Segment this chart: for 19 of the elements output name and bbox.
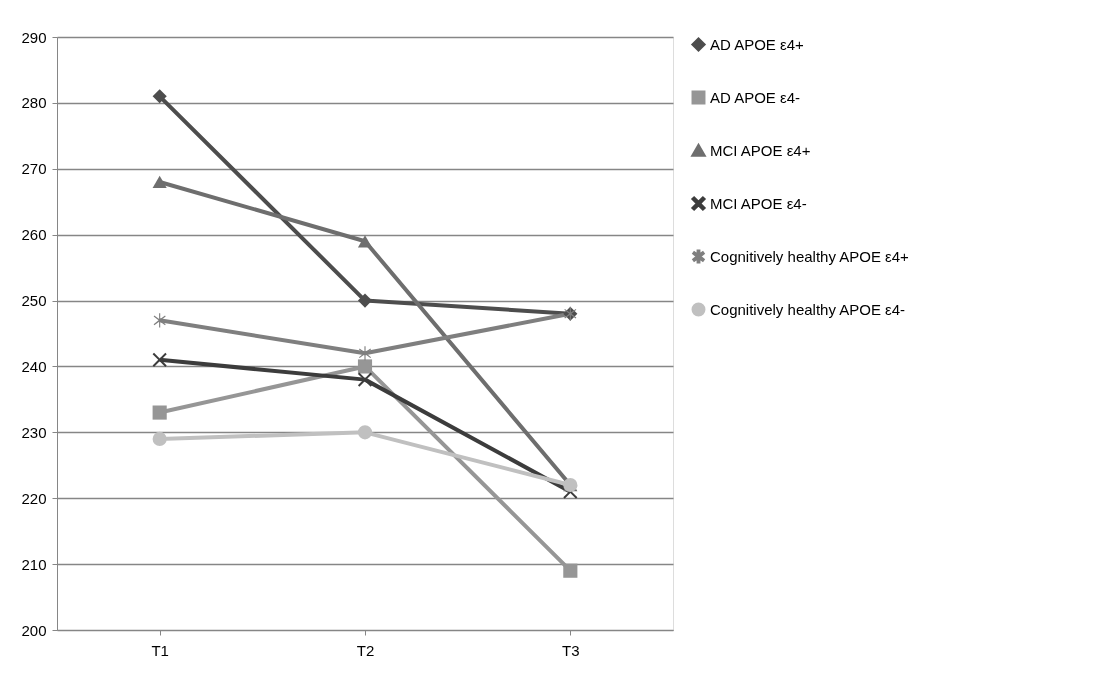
x-tick-label: T2 (356, 641, 375, 659)
y-tick-label: 290 (21, 28, 47, 46)
y-tick-label: 230 (21, 423, 47, 441)
legend-label: Cognitively healthy APOE ε4+ (710, 247, 910, 265)
y-tick-label: 210 (21, 555, 47, 573)
y-tick-label: 250 (21, 292, 47, 310)
y-tick-label: 220 (21, 489, 47, 507)
legend-label: Cognitively healthy APOE ε4- (710, 300, 906, 318)
y-tick-label: 270 (21, 160, 47, 178)
x-tick-label: T1 (151, 641, 169, 659)
legend-label: MCI APOE ε4- (710, 194, 807, 212)
y-tick-label: 240 (21, 357, 47, 375)
x-tick-label: T3 (562, 641, 580, 659)
legend-label: MCI APOE ε4+ (710, 141, 811, 159)
y-tick-label: 280 (21, 94, 47, 112)
legend-label: AD APOE ε4+ (710, 35, 805, 53)
legend-label: AD APOE ε4- (710, 88, 801, 106)
y-tick-label: 200 (21, 621, 47, 639)
y-tick-label: 260 (21, 226, 47, 244)
